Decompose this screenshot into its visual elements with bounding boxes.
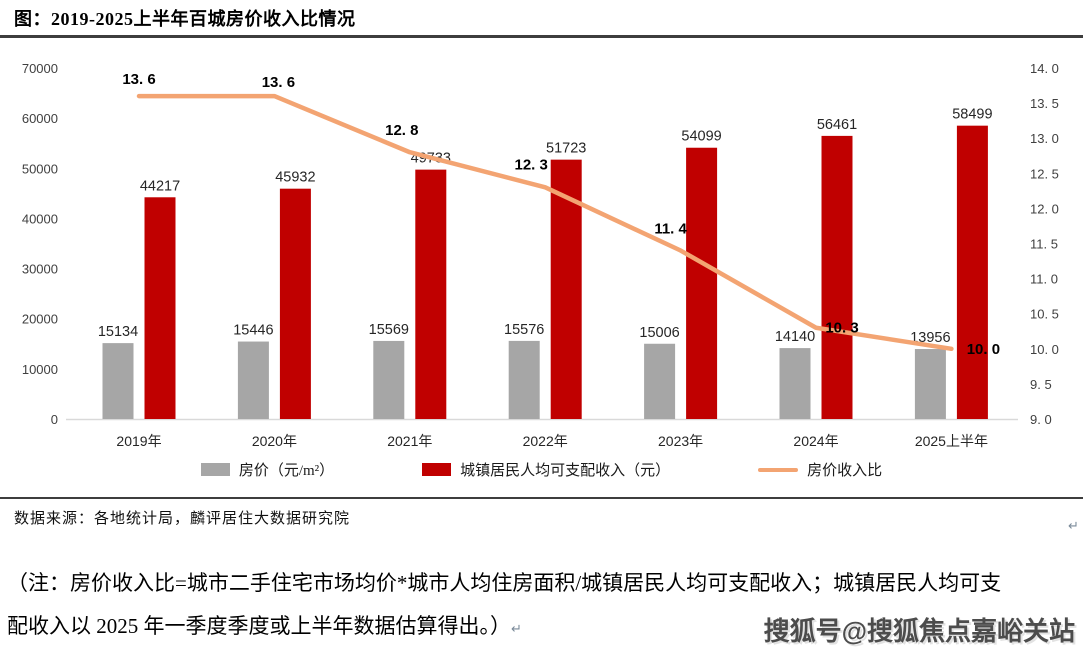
bar-house-price [779, 348, 811, 419]
left-axis-tick: 70000 [22, 61, 58, 76]
bar-value-label: 15446 [233, 323, 273, 339]
right-axis-tick: 10. 5 [1030, 307, 1059, 322]
bar-value-label: 51723 [546, 141, 586, 157]
legend-item: 房价（元/m²） [200, 459, 335, 480]
left-axis-tick: 60000 [22, 111, 58, 126]
legend-label: 房价（元/m²） [238, 463, 335, 479]
left-axis-tick: 20000 [22, 312, 58, 327]
left-axis-tick: 40000 [22, 211, 58, 226]
right-axis-tick: 10. 0 [1030, 342, 1059, 357]
bar-value-label: 58499 [952, 107, 992, 123]
legend-item: 房价收入比 [758, 459, 882, 480]
bar-value-label: 44217 [140, 178, 180, 194]
right-axis-tick: 13. 0 [1030, 131, 1059, 146]
bottom-divider [0, 497, 1083, 499]
bar-value-label: 15569 [369, 322, 409, 338]
ratio-value-label: 10. 0 [967, 341, 1000, 358]
bar-income [686, 147, 718, 419]
x-axis-category-label: 2025上半年 [915, 433, 988, 449]
right-axis-tick: 9. 0 [1030, 412, 1052, 427]
bar-value-label: 54099 [681, 129, 721, 145]
ratio-value-label: 10. 3 [825, 320, 858, 337]
bar-value-label: 56461 [817, 117, 857, 133]
data-source: 数据来源：各地统计局，麟评居住大数据研究院 [14, 511, 351, 527]
paragraph-return-mark: ↵ [511, 622, 522, 637]
watermark: 搜狐号@搜狐焦点嘉峪关站 [763, 616, 1075, 646]
bar-house-price [102, 343, 134, 419]
combo-chart: 0 10000 20000 30000 40000 50000 60000 70000 9. 0… [22, 61, 1059, 449]
bar-value-label: 14140 [775, 329, 815, 345]
bar-income [956, 125, 988, 419]
bar-value-label: 15134 [98, 324, 138, 340]
x-axis-category-label: 2023年 [658, 433, 703, 449]
note-body: （注：房价收入比=城市二手住宅市场均价*城市人均住房面积/城镇居民人均可支配收入… [7, 571, 1002, 638]
bar-income [144, 197, 176, 419]
legend-bar-swatch [422, 463, 452, 476]
legend-label: 房价收入比 [807, 463, 883, 479]
right-axis-tick: 12. 0 [1030, 201, 1059, 216]
ratio-value-label: 12. 8 [385, 122, 418, 139]
row-return-mark: ↵ [1068, 519, 1079, 534]
x-axis-category-label: 2024年 [793, 433, 838, 449]
ratio-value-label: 11. 4 [654, 221, 687, 238]
bar-house-price [373, 340, 405, 419]
bar-house-price [508, 340, 540, 419]
bar-value-label: 45932 [275, 170, 315, 186]
right-axis-tick: 11. 5 [1030, 237, 1058, 252]
top-divider [0, 35, 1083, 38]
legend-line-swatch [758, 467, 799, 472]
ratio-value-label: 13. 6 [262, 74, 295, 91]
right-axis-tick: 14. 0 [1030, 61, 1059, 76]
left-axis-tick: 50000 [22, 161, 58, 176]
bar-value-label: 15576 [504, 322, 544, 338]
x-axis-category-label: 2021年 [387, 433, 432, 449]
ratio-value-label: 12. 3 [515, 156, 548, 173]
left-axis-tick: 10000 [22, 362, 58, 377]
left-axis-tick: 30000 [22, 262, 58, 277]
bar-house-price [644, 343, 676, 419]
figure-title: 图：2019-2025上半年百城房价收入比情况 [14, 9, 356, 29]
bar-house-price [914, 349, 946, 419]
right-axis-tick: 9. 5 [1030, 377, 1052, 392]
ratio-value-label: 13. 6 [122, 71, 155, 88]
bar-house-price [237, 341, 269, 419]
left-axis-tick: 0 [51, 412, 58, 427]
bar-income [279, 188, 311, 419]
note-text: （注：房价收入比=城市二手住宅市场均价*城市人均住房面积/城镇居民人均可支配收入… [7, 562, 1019, 651]
x-axis-category-label: 2020年 [252, 433, 297, 449]
legend-item: 城镇居民人均可支配收入（元） [422, 459, 670, 480]
x-axis-category-label: 2022年 [523, 433, 568, 449]
bar-income [821, 135, 853, 419]
bar-income [415, 169, 447, 419]
x-axis-category-label: 2019年 [116, 433, 161, 449]
bar-value-label: 15006 [639, 325, 679, 341]
right-axis-tick: 13. 5 [1030, 96, 1059, 111]
chart-legend: 房价（元/m²） 城镇居民人均可支配收入（元） 房价收入比 [0, 459, 1083, 480]
right-axis-tick: 12. 5 [1030, 166, 1059, 181]
legend-bar-swatch [200, 463, 230, 476]
ratio-line [136, 93, 954, 352]
right-axis-tick: 11. 0 [1030, 272, 1058, 287]
legend-label: 城镇居民人均可支配收入（元） [460, 463, 671, 479]
